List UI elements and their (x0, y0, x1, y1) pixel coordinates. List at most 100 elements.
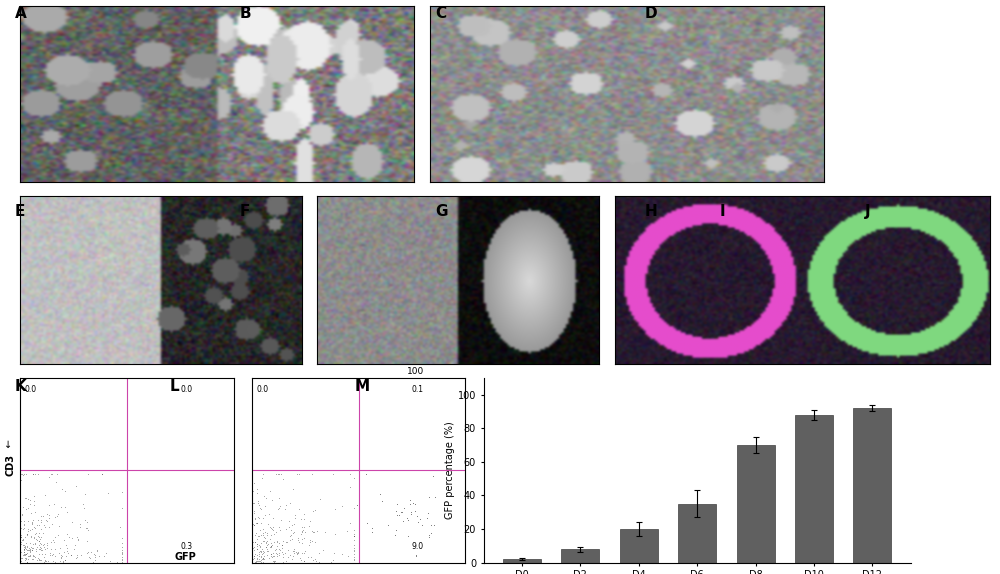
Point (262, 542, 278, 552)
Point (18, 549, 34, 559)
Point (307, 554, 323, 564)
Point (47, 533, 63, 542)
Point (252, 556, 268, 565)
Point (246, 521, 262, 530)
Point (256, 491, 272, 501)
Point (96, 552, 112, 561)
Point (43, 544, 59, 553)
Point (266, 538, 282, 547)
Point (264, 525, 280, 534)
Point (68, 553, 84, 563)
Point (27, 529, 43, 538)
Point (246, 521, 262, 530)
Point (265, 513, 281, 522)
Point (13, 516, 29, 525)
Point (37, 549, 53, 559)
Point (45, 535, 61, 544)
Point (291, 537, 307, 546)
Point (271, 470, 287, 479)
Point (289, 550, 305, 559)
Point (12, 545, 28, 554)
Point (346, 531, 362, 540)
Point (374, 497, 390, 506)
Point (247, 537, 263, 546)
Point (389, 510, 405, 519)
Point (114, 542, 130, 551)
Point (249, 545, 265, 554)
Point (346, 549, 362, 559)
Text: CD3: CD3 (5, 454, 15, 476)
Point (28, 528, 44, 537)
Point (253, 518, 269, 528)
Point (91, 552, 107, 561)
Point (24, 545, 40, 554)
Point (263, 549, 279, 559)
Point (252, 541, 268, 550)
Point (39, 538, 55, 548)
Point (43, 470, 59, 479)
Point (44, 551, 60, 560)
Point (35, 528, 51, 537)
Point (250, 556, 266, 565)
Point (252, 546, 268, 556)
Point (18, 494, 34, 503)
Point (50, 530, 66, 540)
Point (259, 528, 275, 537)
Point (364, 523, 380, 533)
Text: E: E (15, 204, 25, 219)
Point (259, 530, 275, 540)
Point (16, 547, 32, 556)
Text: I: I (720, 204, 726, 219)
Point (323, 557, 339, 567)
Point (255, 513, 271, 522)
Point (263, 530, 279, 540)
Point (253, 548, 269, 557)
Point (38, 515, 54, 525)
Point (327, 504, 343, 513)
Point (64, 517, 80, 526)
Point (342, 482, 358, 491)
Point (37, 545, 53, 554)
Point (275, 552, 291, 561)
Point (346, 552, 362, 561)
Point (63, 550, 79, 559)
Point (26, 501, 42, 510)
Point (20, 555, 36, 564)
Point (20, 524, 36, 533)
Point (32, 534, 48, 544)
Point (286, 519, 302, 529)
Point (19, 558, 35, 567)
Point (114, 548, 130, 557)
Point (283, 525, 299, 534)
Point (255, 525, 271, 534)
Point (247, 549, 263, 559)
Point (293, 514, 309, 523)
Point (36, 539, 52, 548)
Point (244, 551, 260, 560)
Point (263, 552, 279, 561)
Point (36, 553, 52, 562)
Point (334, 549, 350, 559)
Point (246, 509, 262, 518)
Point (267, 546, 283, 555)
Point (307, 505, 323, 514)
Point (33, 556, 49, 565)
Point (271, 522, 287, 532)
Point (253, 530, 269, 540)
Point (278, 556, 294, 565)
Point (42, 550, 58, 559)
Point (263, 541, 279, 550)
Point (402, 499, 418, 508)
Point (25, 515, 41, 525)
Point (258, 543, 274, 552)
Point (289, 470, 305, 479)
Point (256, 537, 272, 546)
Point (389, 499, 405, 509)
Point (251, 500, 267, 509)
Point (245, 486, 261, 495)
Point (19, 530, 35, 539)
Point (26, 551, 42, 560)
Point (296, 522, 312, 532)
Point (36, 558, 52, 567)
Point (254, 545, 270, 554)
